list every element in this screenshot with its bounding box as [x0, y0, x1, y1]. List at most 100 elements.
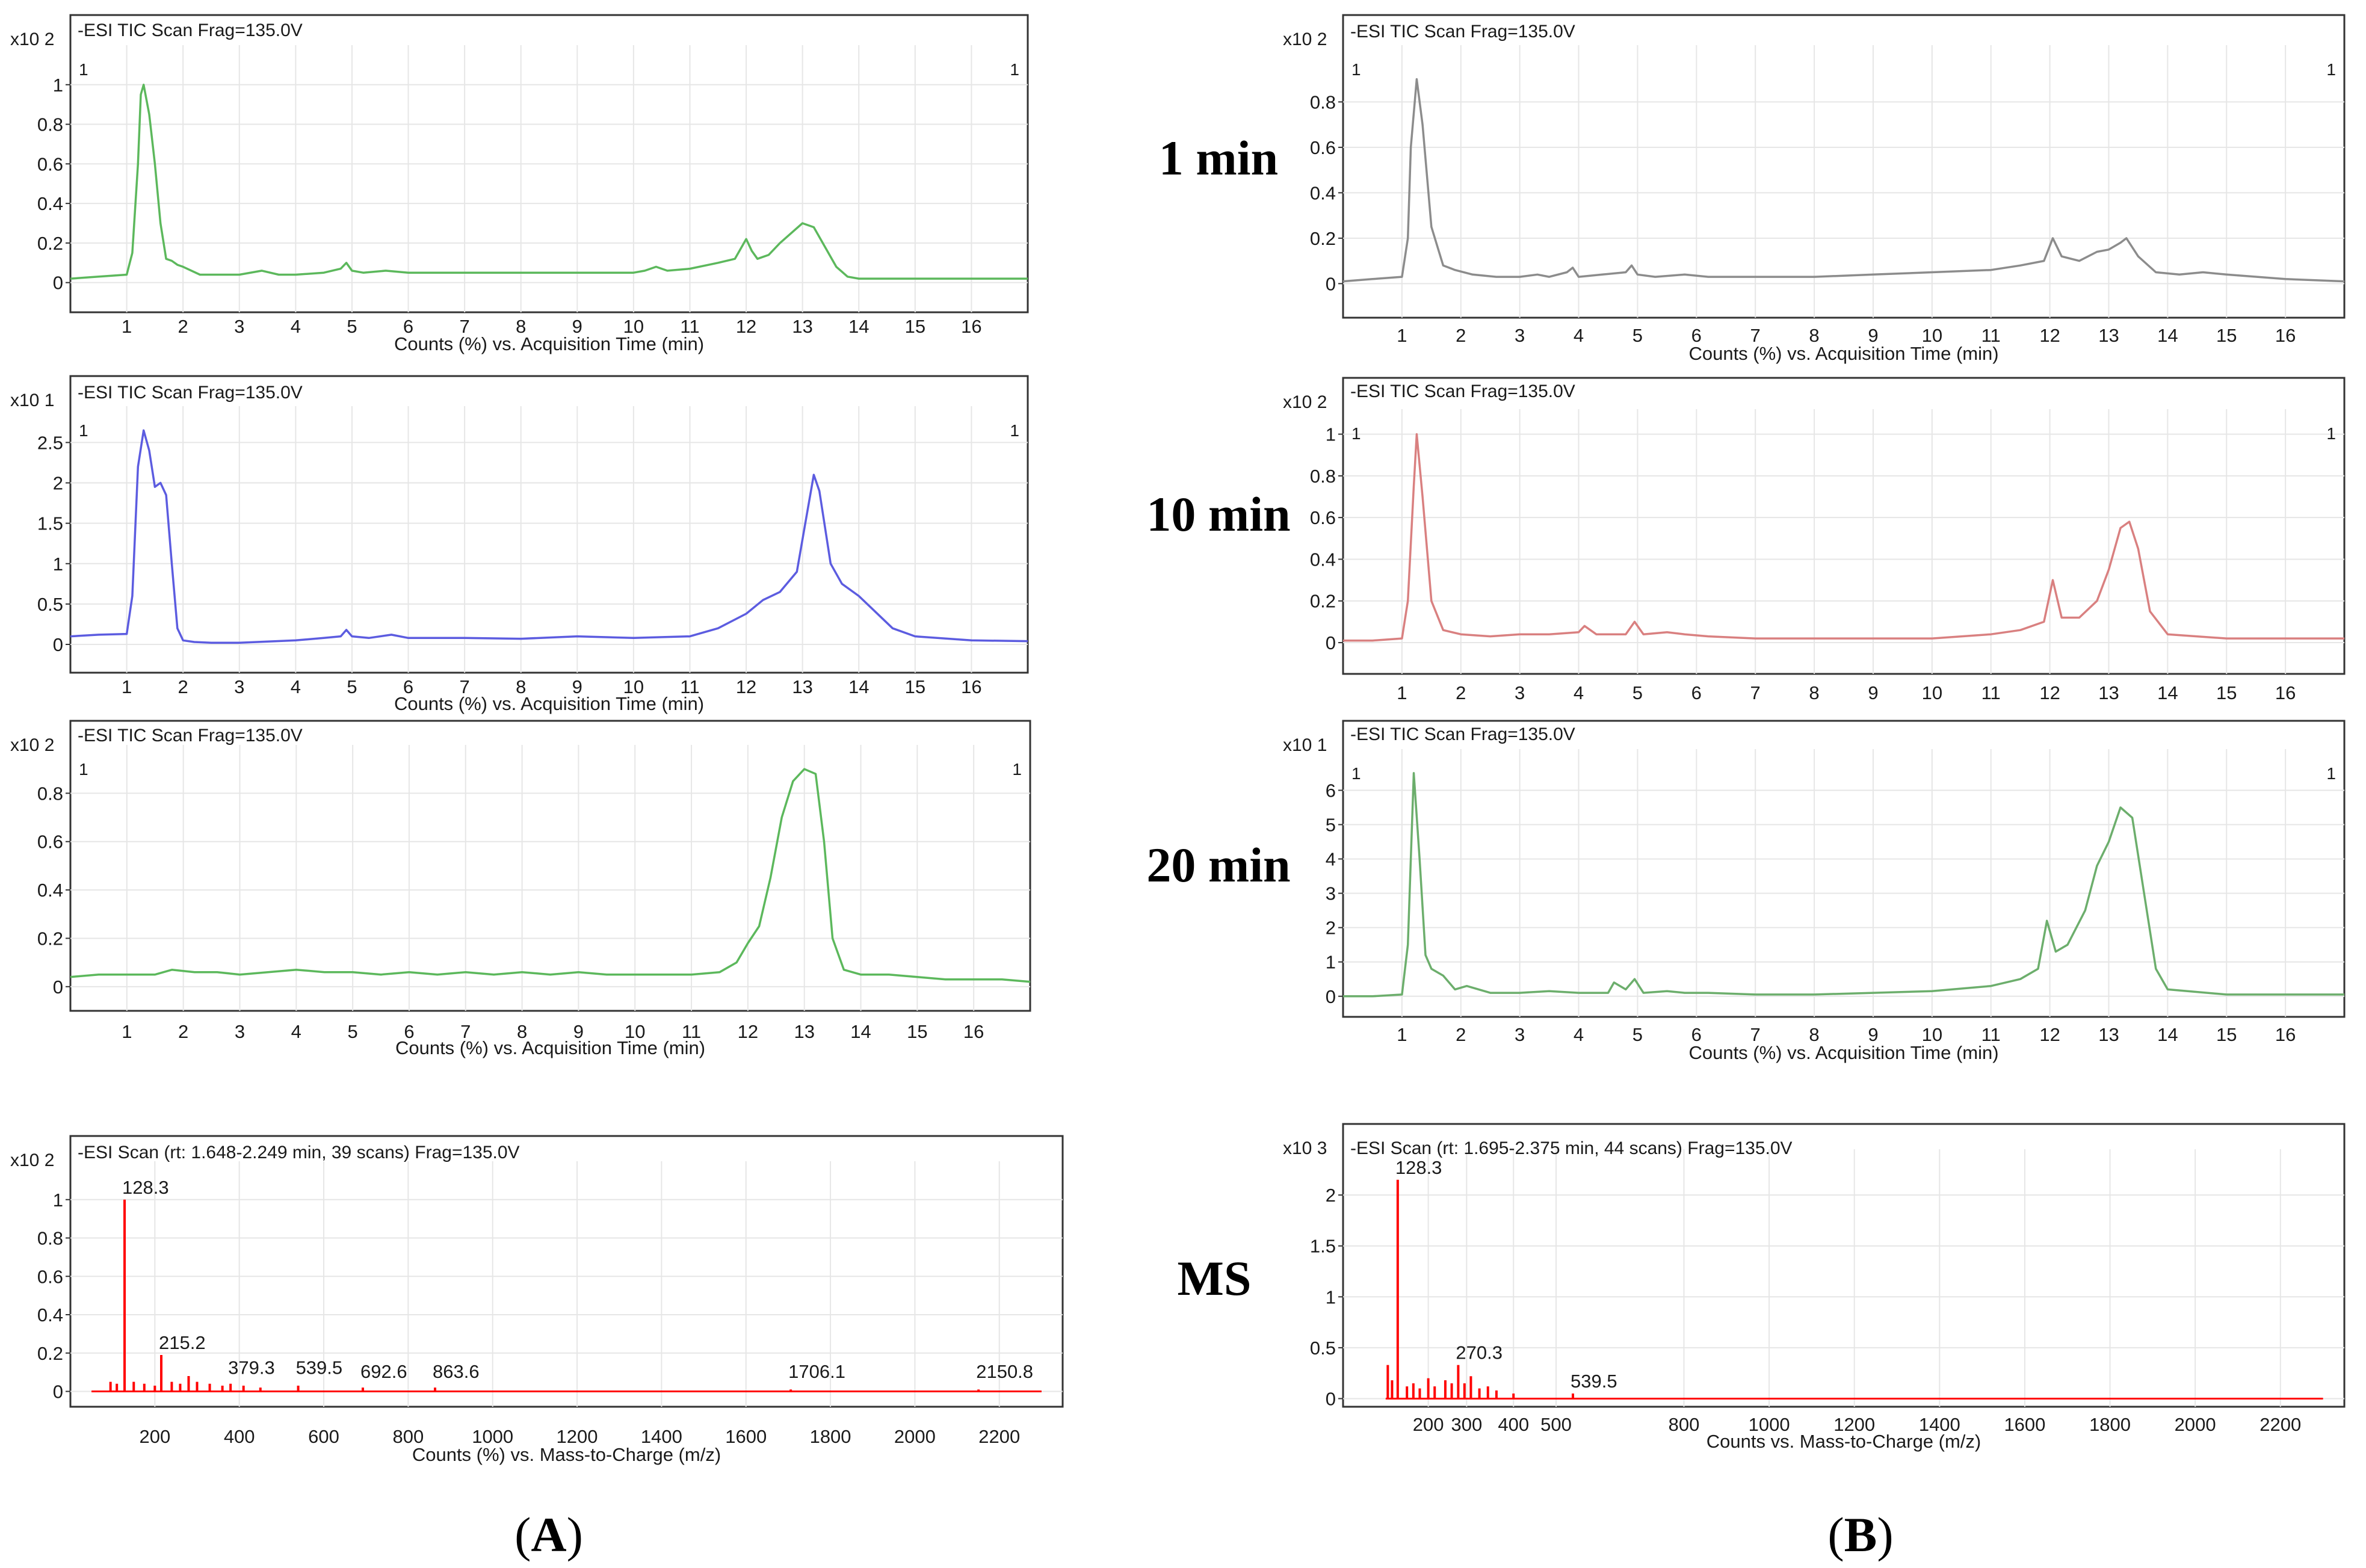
panel-letter-b: B	[1844, 1507, 1877, 1562]
scan-mark: 1	[79, 60, 88, 79]
chart-title: -ESI TIC Scan Frag=135.0V	[78, 383, 303, 403]
x-tick-label: 10	[1922, 1024, 1942, 1045]
x-tick-label: 4	[291, 316, 301, 337]
x-tick-label: 5	[347, 1021, 357, 1042]
x-axis-label: Counts (%) vs. Mass-to-Charge (m/z)	[412, 1444, 721, 1465]
y-tick-label: 2	[53, 473, 63, 494]
chart-title: -ESI TIC Scan Frag=135.0V	[78, 20, 303, 40]
x-tick-label: 5	[1632, 1024, 1643, 1045]
x-tick-label: 9	[1868, 1024, 1878, 1045]
x-tick-label: 4	[1574, 682, 1584, 703]
peak-label: 2150.8	[976, 1361, 1033, 1382]
chart-b-ms: -ESI Scan (rt: 1.695-2.375 min, 44 scans…	[1283, 1123, 2346, 1452]
x-tick-label: 2	[178, 676, 188, 697]
x-tick-label: 13	[792, 316, 812, 337]
x-tick-label: 2000	[2175, 1414, 2216, 1435]
y-tick-label: 0	[1326, 986, 1336, 1007]
x-tick-label: 1400	[1919, 1414, 1960, 1435]
x-tick-label: 10	[1922, 325, 1942, 346]
x-tick-label: 12	[736, 676, 756, 697]
x-tick-label: 14	[850, 1021, 871, 1042]
y-tick-label: 0	[1326, 273, 1336, 294]
y-tick-label: 4	[1326, 849, 1336, 870]
y-tick-label: 3	[1326, 883, 1336, 904]
x-axis-label: Counts (%) vs. Acquisition Time (min)	[394, 693, 704, 714]
y-tick-label: 0.4	[1310, 549, 1336, 570]
y-tick-label: 2.5	[37, 432, 63, 453]
chart-title: -ESI TIC Scan Frag=135.0V	[78, 726, 303, 745]
y-tick-label: 2	[1326, 918, 1336, 939]
x-tick-label: 15	[2216, 1024, 2237, 1045]
chart-frame	[1342, 14, 2346, 319]
scale-label: x10 2	[1283, 29, 1327, 49]
y-tick-label: 0.8	[37, 114, 63, 135]
y-tick-label: 0.2	[37, 928, 63, 949]
x-tick-label: 4	[291, 676, 301, 697]
x-tick-label: 11	[680, 676, 699, 697]
x-tick-label: 2	[178, 1021, 188, 1042]
x-axis-label: Counts (%) vs. Acquisition Time (min)	[394, 333, 704, 354]
y-tick-label: 0.5	[1310, 1338, 1336, 1359]
x-tick-label: 14	[2157, 682, 2178, 703]
x-tick-label: 16	[2275, 1024, 2296, 1045]
x-tick-label: 8	[1809, 1024, 1819, 1045]
x-tick-label: 1600	[725, 1426, 767, 1447]
x-tick-label: 9	[572, 676, 582, 697]
x-tick-label: 1000	[472, 1426, 513, 1447]
x-tick-label: 13	[792, 676, 812, 697]
x-tick-label: 9	[1868, 682, 1878, 703]
x-tick-label: 16	[963, 1021, 984, 1042]
x-tick-label: 16	[2275, 682, 2296, 703]
x-tick-label: 600	[308, 1426, 339, 1447]
x-tick-label: 8	[1809, 682, 1819, 703]
y-tick-label: 0.2	[37, 1343, 63, 1364]
x-tick-label: 2200	[978, 1426, 1020, 1447]
x-tick-label: 7	[1750, 325, 1761, 346]
x-tick-label: 15	[2216, 682, 2237, 703]
y-tick-label: 5	[1326, 815, 1336, 836]
x-tick-label: 12	[2039, 1024, 2060, 1045]
x-tick-label: 5	[1632, 325, 1643, 346]
x-tick-label: 12	[736, 316, 756, 337]
x-tick-label: 8	[1809, 325, 1819, 346]
x-tick-label: 3	[234, 316, 244, 337]
y-tick-label: 0.8	[37, 1228, 63, 1249]
panel-label-a: (A)	[514, 1507, 583, 1562]
x-tick-label: 9	[1868, 325, 1878, 346]
y-tick-label: 0.6	[1310, 507, 1336, 528]
scale-label: x10 2	[1283, 392, 1327, 412]
y-tick-label: 1	[1326, 424, 1336, 445]
x-tick-label: 3	[1515, 682, 1525, 703]
x-tick-label: 6	[404, 1021, 414, 1042]
chart-title: -ESI Scan (rt: 1.648-2.249 min, 39 scans…	[78, 1143, 520, 1162]
x-tick-label: 1	[122, 1021, 132, 1042]
x-tick-label: 13	[2098, 1024, 2119, 1045]
x-tick-label: 10	[623, 676, 644, 697]
x-tick-label: 7	[1750, 682, 1761, 703]
scan-mark: 1	[79, 421, 88, 440]
series-line	[70, 84, 1028, 280]
y-tick-label: 0.2	[1310, 591, 1336, 612]
x-tick-label: 16	[961, 676, 981, 697]
scan-mark: 1	[1351, 60, 1361, 79]
scan-mark: 1	[2326, 60, 2336, 79]
x-tick-label: 3	[1515, 325, 1525, 346]
y-tick-label: 0.8	[37, 783, 63, 804]
x-tick-label: 3	[235, 1021, 245, 1042]
x-tick-label: 12	[738, 1021, 758, 1042]
chart-frame	[1342, 720, 2346, 1018]
y-tick-label: 1.5	[37, 513, 63, 534]
y-tick-label: 6	[1326, 780, 1336, 801]
x-tick-label: 6	[1691, 325, 1702, 346]
x-tick-label: 1400	[641, 1426, 682, 1447]
x-tick-label: 6	[1691, 682, 1702, 703]
x-tick-label: 15	[2216, 325, 2237, 346]
y-tick-label: 0.6	[37, 153, 63, 174]
scan-mark: 1	[1010, 60, 1019, 79]
x-tick-label: 10	[623, 316, 644, 337]
y-tick-label: 0.5	[37, 594, 63, 615]
